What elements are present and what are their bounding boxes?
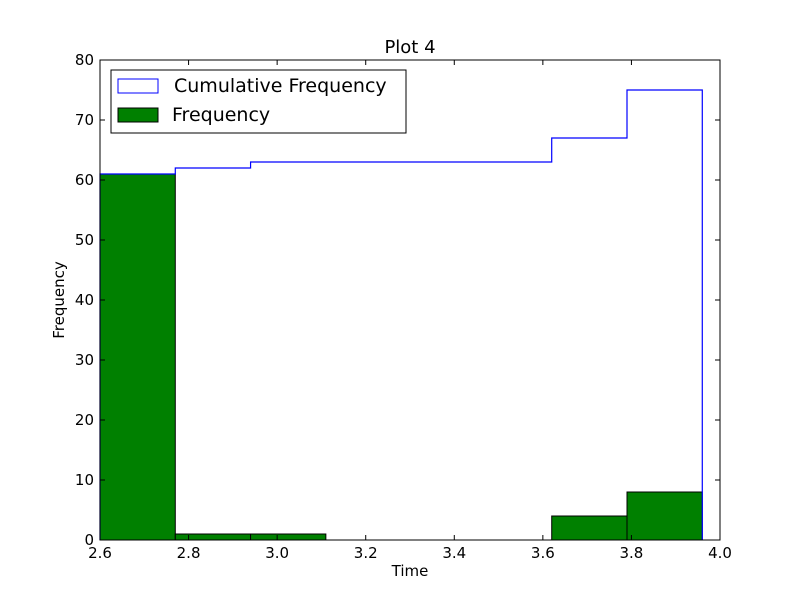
plot-area (99, 59, 721, 541)
frequency-bar (626, 491, 703, 541)
legend-box (110, 69, 407, 134)
cumulative-frequency-line (99, 89, 703, 540)
y-axis-label: Frequency (50, 261, 68, 339)
x-tick-label: 2.8 (177, 544, 201, 562)
x-tick-label: 3.2 (354, 544, 378, 562)
x-tick-label: 3.6 (531, 544, 555, 562)
y-tick-label: 50 (75, 231, 94, 249)
y-tick-label: 80 (75, 51, 94, 69)
x-tick-label: 2.6 (88, 544, 112, 562)
y-tick-label: 60 (75, 171, 94, 189)
x-tick-label: 3.8 (619, 544, 643, 562)
y-tick-label: 20 (75, 411, 94, 429)
x-tick-label: 4.0 (708, 544, 732, 562)
y-tick-label: 30 (75, 351, 94, 369)
legend-label-frequency: Frequency (172, 104, 270, 126)
legend-label-cumulative: Cumulative Frequency (174, 75, 387, 97)
chart-title: Plot 4 (384, 37, 435, 58)
frequency-bar (551, 515, 628, 541)
axes-frame (99, 59, 721, 541)
x-tick-label: 3.0 (265, 544, 289, 562)
frequency-bar (250, 533, 327, 541)
y-tick-label: 0 (84, 531, 94, 549)
legend-swatch-cumulative (117, 78, 159, 94)
legend: Cumulative Frequency Frequency (110, 69, 407, 134)
legend-swatch-frequency (117, 107, 159, 123)
x-tick-label: 3.4 (442, 544, 466, 562)
y-tick-label: 10 (75, 471, 94, 489)
y-tick-label: 70 (75, 111, 94, 129)
x-axis-label: Time (391, 562, 429, 580)
y-tick-label: 40 (75, 291, 94, 309)
frequency-bar (99, 173, 176, 541)
frequency-bar (174, 533, 252, 541)
